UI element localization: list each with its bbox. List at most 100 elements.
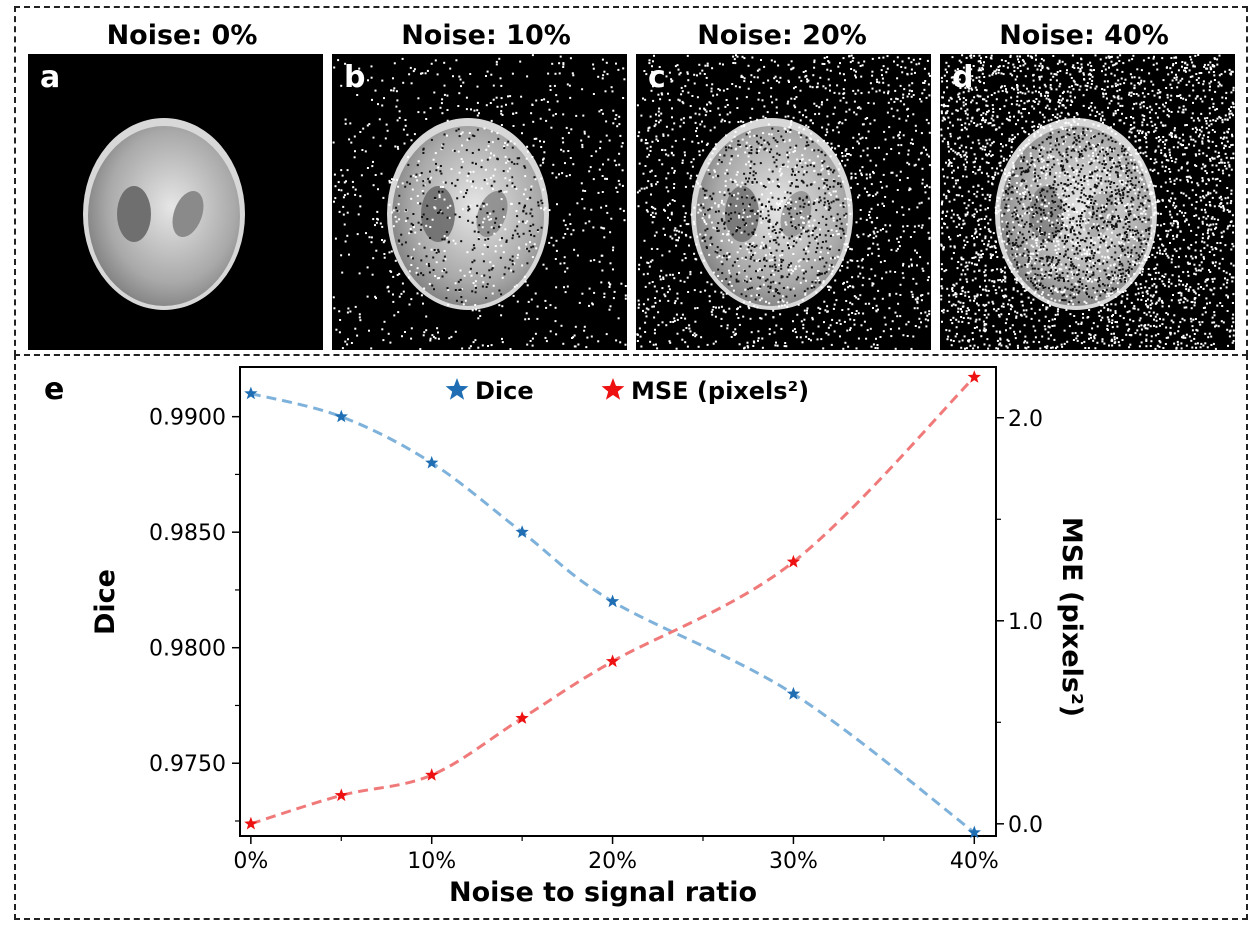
noise-pixel [1021, 92, 1024, 95]
noise-pixel [448, 337, 451, 340]
noise-pixel-dark [747, 288, 750, 291]
noise-pixel [982, 98, 984, 101]
noise-pixel [1066, 275, 1069, 278]
noise-pixel [1000, 305, 1003, 308]
noise-pixel [699, 290, 702, 293]
noise-pixel [899, 315, 902, 318]
noise-pixel [1088, 72, 1091, 75]
noise-pixel-dark [727, 146, 730, 149]
noise-pixel-dark [750, 149, 753, 151]
noise-pixel [597, 340, 600, 343]
noise-pixel [1139, 139, 1142, 142]
noise-pixel [995, 347, 998, 350]
noise-pixel [654, 123, 657, 126]
noise-pixel [992, 176, 995, 179]
noise-pixel [760, 221, 763, 224]
noise-pixel [1058, 268, 1061, 271]
noise-pixel-dark [458, 289, 461, 291]
noise-pixel [1232, 157, 1235, 160]
noise-pixel [1104, 73, 1107, 76]
noise-pixel [988, 138, 991, 141]
noise-pixel [415, 271, 418, 274]
noise-pixel-dark [717, 268, 720, 271]
noise-pixel [883, 130, 886, 133]
noise-pixel [826, 310, 829, 313]
noise-pixel [504, 155, 507, 158]
noise-pixel-dark [753, 246, 756, 248]
noise-pixel-dark [762, 247, 765, 250]
noise-pixel [563, 286, 565, 289]
noise-pixel [1222, 283, 1225, 286]
noise-pixel [751, 222, 754, 225]
noise-pixel [1197, 117, 1199, 120]
noise-pixel [461, 208, 464, 211]
noise-pixel [944, 68, 947, 71]
noise-pixel-dark [814, 281, 817, 284]
noise-pixel [1106, 255, 1109, 258]
noise-pixel [997, 172, 1000, 175]
noise-pixel-dark [474, 291, 477, 294]
noise-pixel [1085, 134, 1088, 137]
noise-pixel-dark [704, 213, 706, 216]
noise-pixel [888, 294, 891, 297]
noise-pixel [652, 343, 655, 346]
noise-pixel [393, 87, 396, 90]
noise-pixel [657, 324, 660, 327]
noise-pixel [979, 204, 982, 207]
noise-pixel [417, 111, 420, 114]
noise-pixel [383, 253, 386, 255]
noise-pixel [1073, 225, 1076, 228]
noise-pixel [955, 293, 958, 296]
noise-pixel [1138, 171, 1141, 174]
noise-pixel-dark [723, 221, 726, 224]
noise-pixel [1221, 96, 1224, 99]
noise-pixel [426, 69, 429, 72]
noise-pixel [666, 291, 669, 294]
noise-pixel [683, 219, 686, 222]
noise-pixel [1220, 320, 1223, 323]
noise-pixel [648, 282, 651, 285]
noise-pixel-dark [737, 140, 740, 143]
noise-pixel [907, 320, 910, 323]
noise-pixel [1056, 158, 1059, 161]
noise-pixel [857, 236, 860, 239]
noise-pixel [778, 264, 780, 266]
noise-pixel [1070, 123, 1073, 126]
noise-pixel [711, 67, 714, 70]
noise-pixel [1117, 109, 1120, 111]
noise-pixel [1130, 158, 1132, 161]
noise-pixel-dark [759, 210, 762, 213]
noise-pixel [564, 291, 567, 294]
noise-pixel [1227, 225, 1230, 228]
noise-pixel-dark [466, 189, 469, 192]
noise-pixel [1164, 170, 1167, 173]
noise-pixel [542, 158, 544, 161]
noise-pixel [1107, 318, 1110, 321]
noise-pixel [397, 185, 400, 188]
noise-pixel [334, 237, 337, 240]
noise-pixel [911, 293, 914, 296]
noise-pixel [811, 231, 814, 234]
noise-pixel [838, 121, 841, 124]
noise-pixel [683, 215, 686, 218]
noise-pixel [1087, 154, 1090, 157]
noise-pixel [651, 211, 654, 214]
noise-pixel [446, 134, 448, 137]
noise-pixel [1003, 85, 1006, 88]
noise-pixel-dark [743, 188, 746, 191]
noise-pixel [986, 95, 989, 98]
noise-pixel-dark [454, 213, 457, 216]
noise-pixel [776, 202, 778, 205]
noise-pixel [827, 333, 830, 336]
noise-pixel-dark [458, 216, 461, 218]
noise-pixel [1217, 218, 1220, 221]
noise-pixel [859, 217, 862, 220]
noise-pixel [809, 85, 812, 88]
noise-pixel [661, 321, 664, 324]
noise-pixel [739, 185, 742, 188]
noise-pixel [1161, 198, 1164, 201]
noise-pixel-dark [770, 148, 773, 151]
noise-pixel [914, 298, 917, 301]
noise-pixel [869, 176, 872, 179]
noise-pixel [838, 92, 841, 95]
